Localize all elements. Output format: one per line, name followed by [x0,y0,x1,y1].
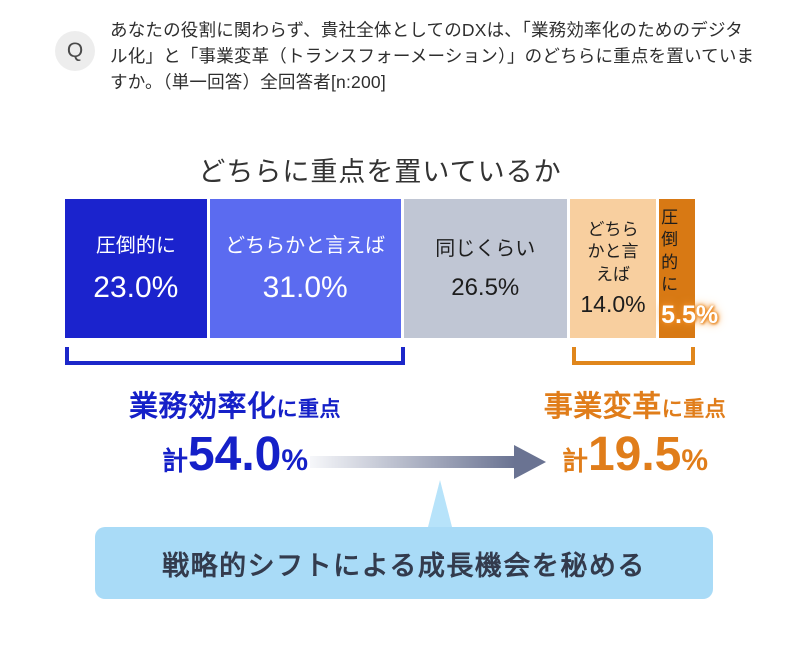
bar-segment-efficiency-overwhelming: 圧倒的に 23.0% [65,199,207,338]
segment-label: 同じくらい [435,237,536,260]
segment-value: 31.0% [262,270,348,304]
bar-segment-transformation-overwhelming: 圧倒的に 5.5% [659,199,718,338]
group-label-transformation: 事業変革に重点 [520,383,750,425]
total-prefix: 計 [561,446,588,476]
group-suffix: に重点 [661,398,727,421]
callout-box: 戦略的シフトによる成長機会を秘める [95,527,713,599]
callout-pointer-triangle-icon [428,480,452,527]
group-suffix: に重点 [276,398,341,421]
question-block: Q あなたの役割に関わらず、貴社全体としてのDXは、「業務効率化のためのデジタル… [55,18,755,96]
question-text: あなたの役割に関わらず、貴社全体としてのDXは、「業務効率化のためのデジタル化」… [110,20,755,92]
segment-label: 圧倒的に [95,234,176,257]
total-number: 54.0 [187,428,282,481]
total-number: 19.5 [587,428,682,481]
total-prefix: 計 [161,446,188,476]
total-unit: % [281,444,309,477]
arrow-right-icon [514,445,546,479]
segment-label: 圧倒的に [661,208,679,294]
bar-segment-transformation-somewhat: どちらかと言えば 14.0% [569,199,657,338]
bracket-transformation [572,347,695,365]
stacked-bar: 圧倒的に 23.0% どちらかと言えば 31.0% 同じくらい 26.5% どち… [65,199,718,338]
question-badge: Q [55,31,95,71]
bar-segment-equal: 同じくらい 26.5% [403,199,567,338]
segment-value: 26.5% [451,273,520,301]
total-efficiency: 計54.0% [85,424,385,486]
segment-label: どちらかと言えば [225,234,386,257]
bracket-efficiency [65,347,405,365]
group-label-efficiency: 業務効率化に重点 [55,383,415,425]
segment-value: 5.5% [661,300,719,329]
bar-segment-efficiency-somewhat: どちらかと言えば 31.0% [209,199,401,338]
segment-value: 14.0% [580,290,646,317]
shift-arrow-shaft [310,456,515,468]
group-name: 事業変革 [543,391,662,423]
chart-title: どちらに重点を置いているか [198,157,562,187]
group-name: 業務効率化 [128,391,277,423]
total-transformation: 計19.5% [520,424,750,486]
total-unit: % [681,444,709,477]
segment-value: 23.0% [93,270,179,304]
segment-label: どちらかと言えば [587,220,639,284]
